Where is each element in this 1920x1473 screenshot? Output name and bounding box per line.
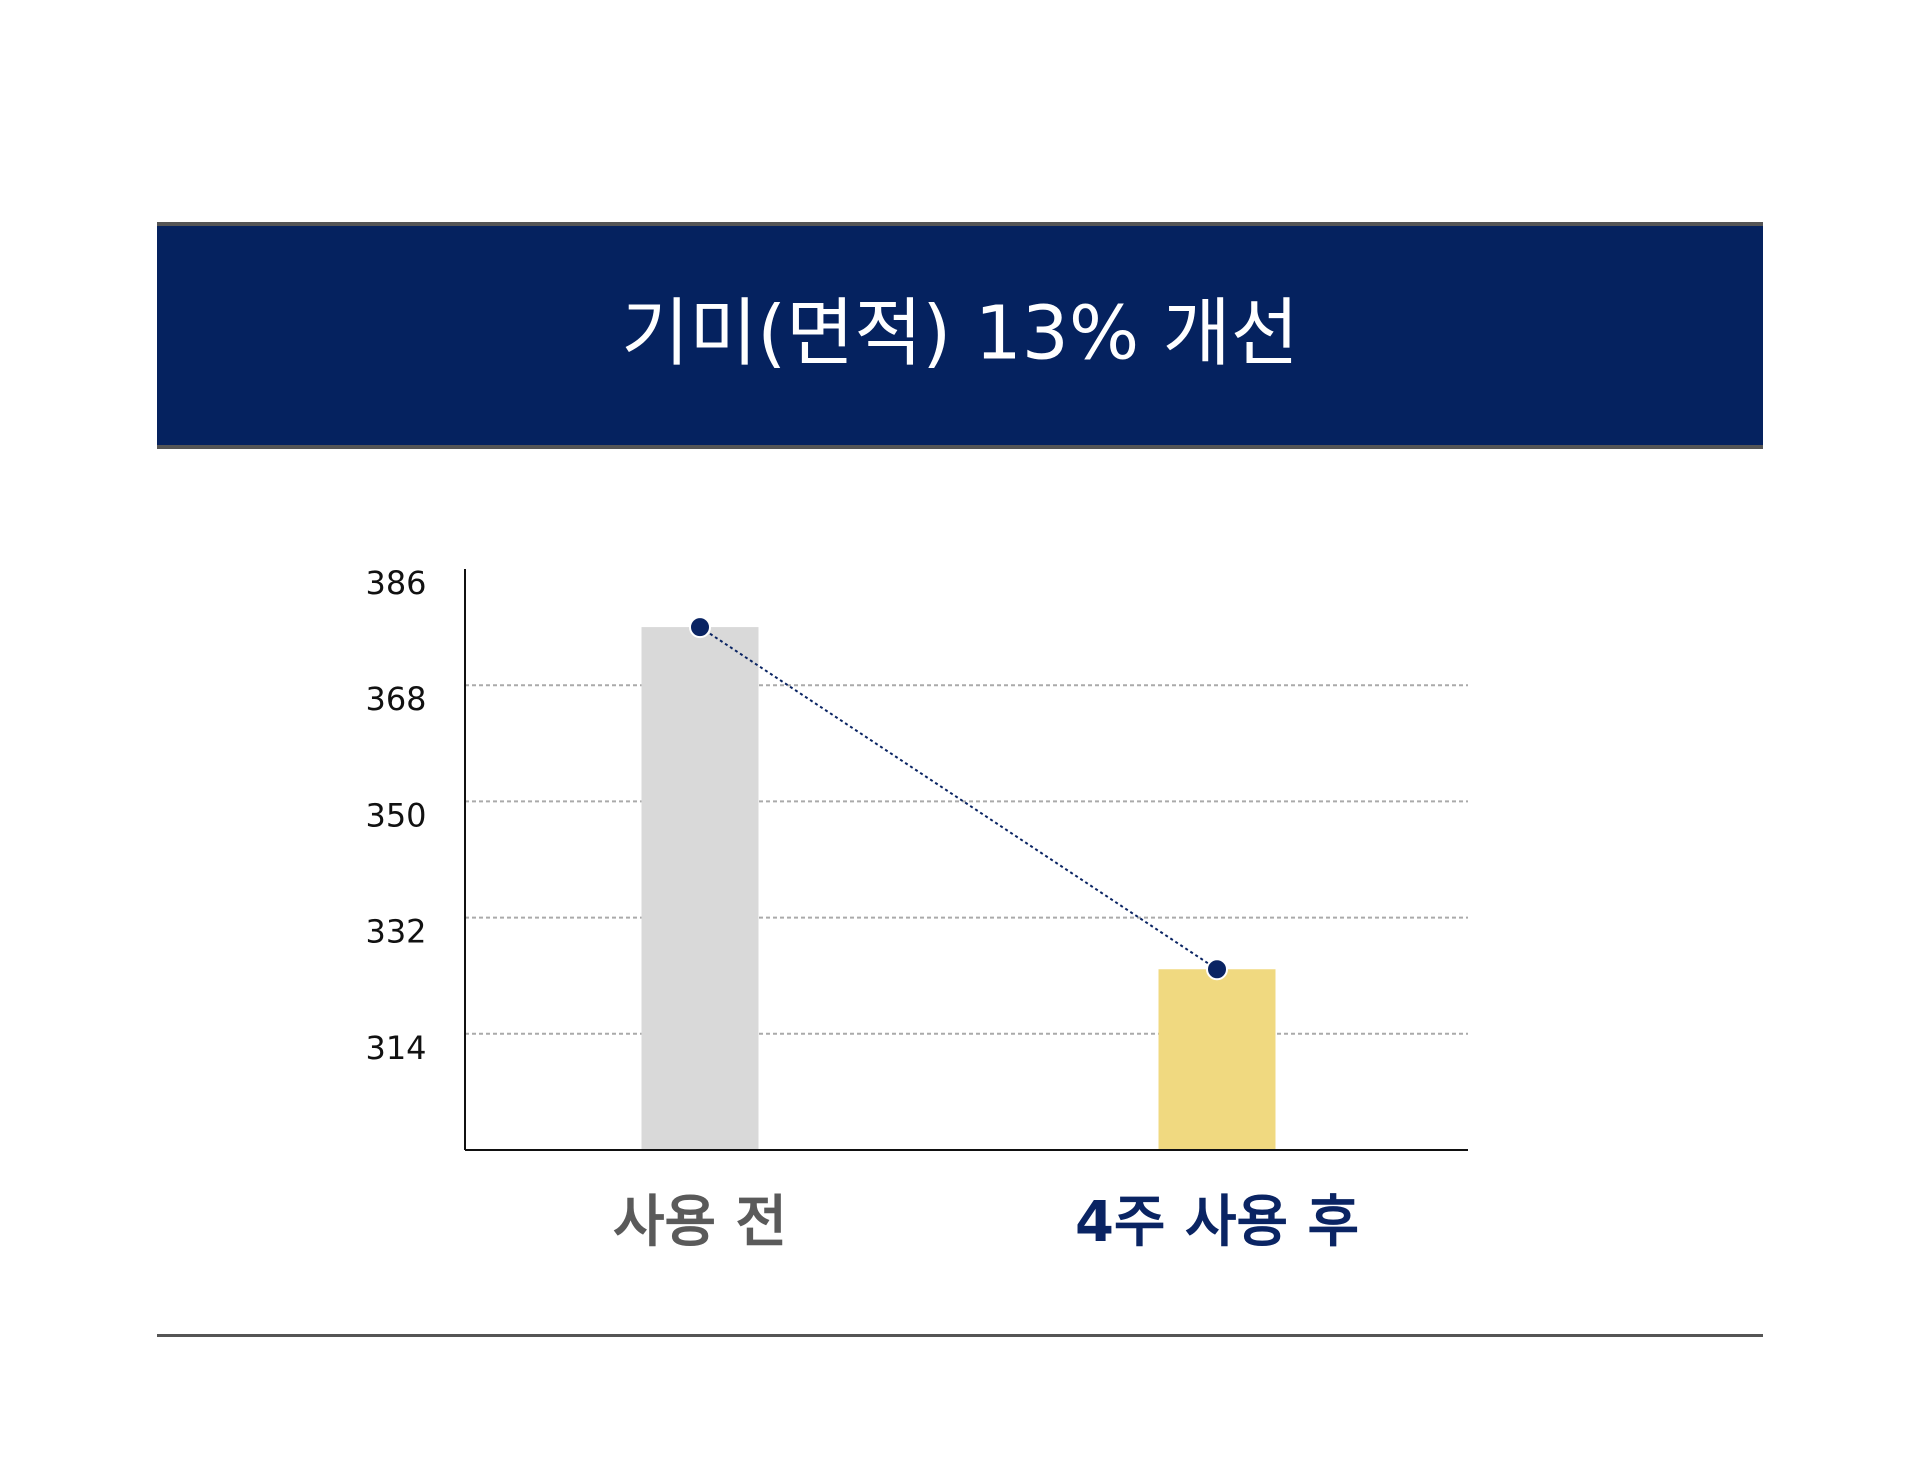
banner-top-rule — [157, 222, 1763, 226]
banner-bottom-rule — [157, 445, 1763, 449]
y-tick-label: 368 — [365, 680, 426, 718]
y-tick-label: 350 — [365, 796, 426, 834]
y-tick-label: 332 — [365, 913, 426, 951]
bottom-rule — [157, 1334, 1763, 1337]
trend-dot — [1206, 958, 1228, 981]
x-tick-label: 4주 사용 후 — [1075, 1190, 1359, 1255]
trend-line — [699, 626, 1218, 971]
y-tick-label: 386 — [365, 564, 426, 602]
title-banner — [157, 224, 1763, 447]
x-tick-label: 사용 전 — [613, 1190, 787, 1255]
bar — [1158, 969, 1276, 1150]
y-tick-label: 314 — [365, 1029, 426, 1067]
trend-dot — [689, 616, 711, 639]
chart-title: 기미(면적) 13% 개선 — [621, 291, 1299, 377]
bar — [641, 627, 759, 1150]
